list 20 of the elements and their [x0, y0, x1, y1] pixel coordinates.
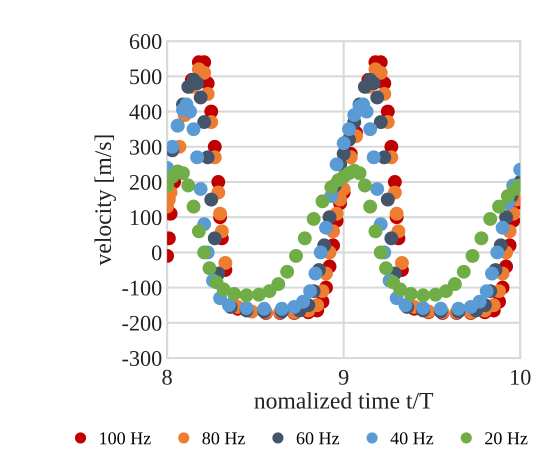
- x-tick-label: 8: [162, 370, 172, 385]
- y-tick-label: -100: [122, 280, 162, 296]
- legend-label: 100 Hz: [100, 432, 151, 444]
- x-tick-label: 10: [511, 370, 530, 385]
- y-tick-label: 400: [129, 104, 162, 120]
- y-tick-label: -200: [122, 316, 162, 331]
- legend-label: 60 Hz: [296, 432, 340, 444]
- x-tick-label: 9: [338, 370, 348, 385]
- y-tick-label: -300: [122, 350, 162, 366]
- legend-label: 80 Hz: [202, 432, 245, 444]
- legend-label: 40 Hz: [390, 432, 434, 444]
- y-tick-label: 200: [130, 174, 162, 190]
- y-tick-label: 500: [130, 69, 162, 84]
- y-tick-label: 100: [130, 210, 162, 226]
- y-tick-label: 600: [130, 34, 162, 50]
- y-axis-title: velocity [m/s]: [94, 135, 116, 266]
- y-tick-label: 300: [130, 140, 162, 155]
- legend-label: 20 Hz: [485, 432, 528, 444]
- x-axis-title: nomalized time t/T: [254, 392, 434, 409]
- y-tick-label: 0: [152, 245, 162, 260]
